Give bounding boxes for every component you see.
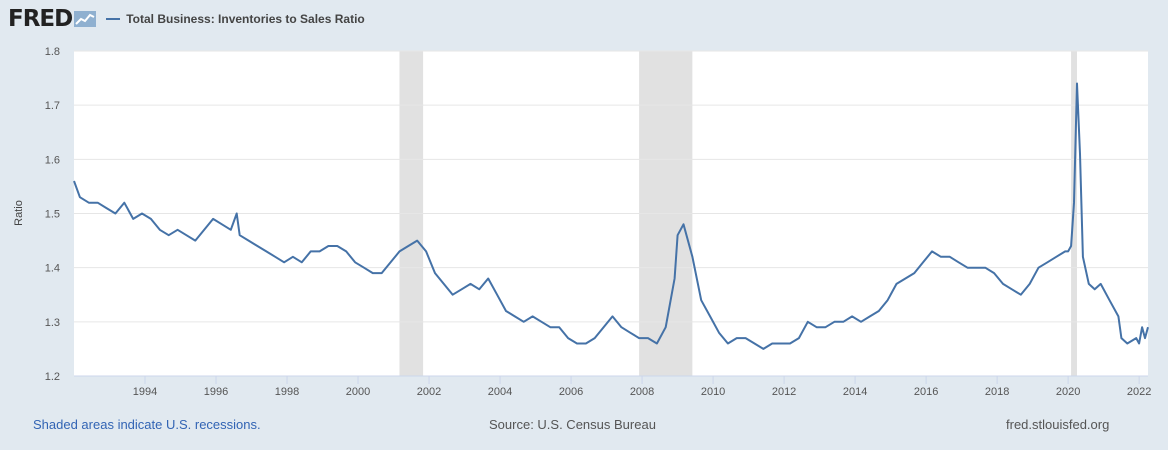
y-tick-label: 1.8 [45,46,60,58]
x-tick-label: 2018 [985,386,1009,398]
x-tick-label: 2010 [701,386,725,398]
y-axis-label: Ratio [13,200,25,226]
series-line[interactable] [73,82,1149,350]
fred-logo[interactable]: FRED [8,6,97,32]
x-tick-label: 2002 [417,386,441,398]
x-tick-label: 1994 [133,386,157,398]
y-tick-label: 1.5 [45,209,60,221]
x-tick-label: 2000 [346,386,370,398]
y-axis-ticks: 1.2 1.3 1.4 1.5 1.6 1.7 1.8 [45,46,60,383]
chart-legend: Total Business: Inventories to Sales Rat… [106,12,365,26]
y-tick-label: 1.2 [45,371,60,383]
source-note: Source: U.S. Census Bureau [489,417,656,432]
x-tick-label: 1998 [275,386,299,398]
x-tick-label: 2020 [1056,386,1080,398]
legend-swatch [106,18,121,20]
x-tick-label: 2012 [772,386,796,398]
legend-series-label: Total Business: Inventories to Sales Rat… [126,12,365,26]
site-link[interactable]: fred.stlouisfed.org [1006,417,1110,432]
x-tick-label: 2022 [1127,386,1151,398]
y-tick-label: 1.4 [45,263,60,275]
y-tick-label: 1.6 [45,154,60,166]
chart-header: FRED Total Business: Inventories to Sale… [8,6,365,32]
recession-note: Shaded areas indicate U.S. recessions. [33,417,261,432]
x-tick-label: 2008 [630,386,654,398]
logo-graph-icon [74,11,97,27]
x-tick-label: 2014 [843,386,867,398]
x-tick-label: 2006 [559,386,583,398]
y-tick-label: 1.3 [45,317,60,329]
y-tick-label: 1.7 [45,100,60,112]
x-axis-ticks: 1994 1996 1998 2000 2002 2004 2006 2008 2010 2012… [74,375,1151,398]
fred-logo-text: FRED [8,6,73,32]
x-tick-label: 1996 [204,386,228,398]
x-tick-label: 2004 [488,386,512,398]
x-tick-label: 2016 [914,386,938,398]
